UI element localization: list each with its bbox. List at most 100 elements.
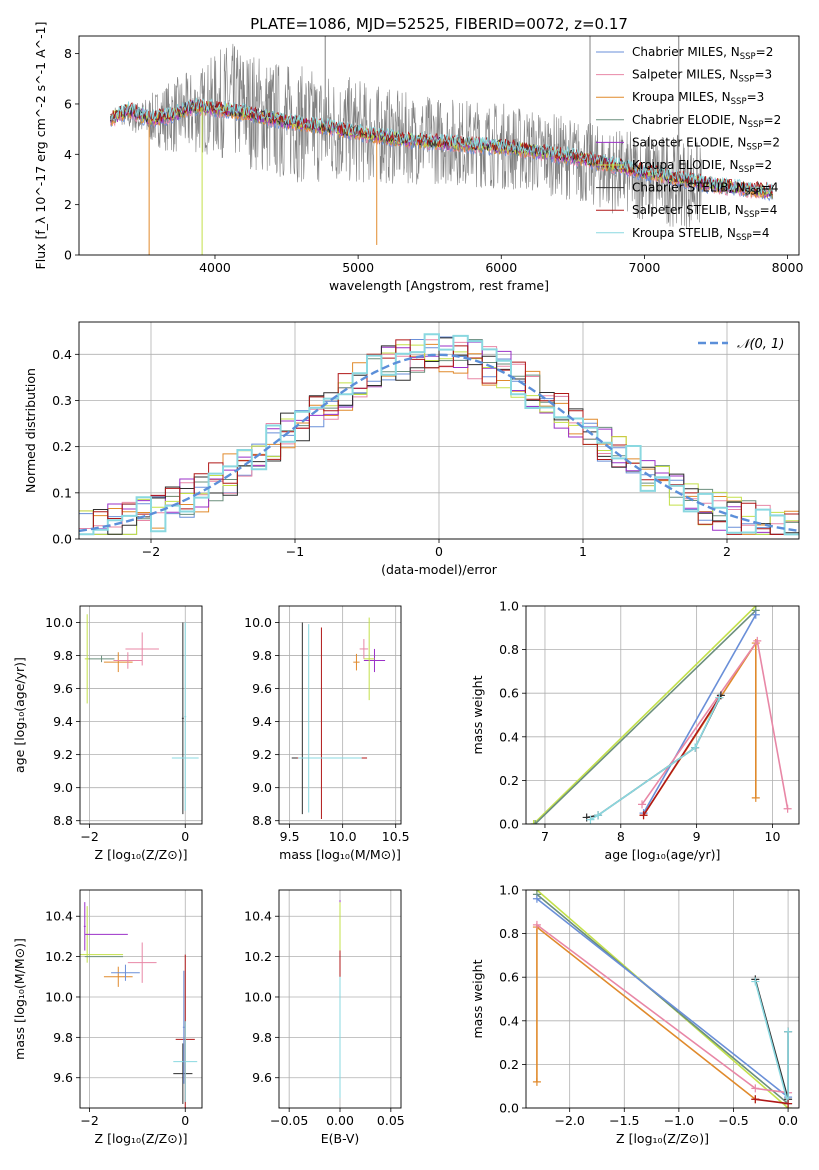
x-tick-label: 8000 [772, 260, 804, 275]
panel-weight_vs_age: 7 8 9 10 0.0 0.2 0.4 0.6 0.8 1.0 age [log₁₀(age/yr… [470, 599, 800, 862]
x-axis-label: Z [log₁₀(Z/Z⊙)] [95, 847, 188, 862]
legend-base: Kroupa ELODIE, N [632, 158, 739, 172]
weight-marker [529, 820, 538, 824]
histogram-salp_stelib [79, 339, 799, 535]
x-tick-label: 10 [765, 829, 781, 844]
legend-label-chab_miles: Chabrier MILES, NSSP=2 [632, 45, 773, 62]
y-tick-label: 0.4 [499, 729, 519, 744]
y-tick-label: 8.8 [53, 813, 73, 828]
legend-sub: SSP [748, 120, 764, 130]
x-axis-label: E(B-V) [321, 1131, 360, 1146]
y-tick-label: 0 [64, 248, 72, 263]
x-tick-label: 0 [181, 1113, 189, 1128]
panel-mass_vs_ebv: −0.05 0.00 0.05 9.6 9.8 10.0 10.2 10.4 E(B-V) [244, 889, 405, 1146]
panel-spectrum: 4000 5000 6000 7000 8000 0 2 4 6 8 wavelength [Ang… [33, 15, 804, 293]
x-tick-label: 6000 [485, 260, 517, 275]
x-axis-label: (data-model)/error [381, 562, 498, 577]
legend-sub: SSP [739, 75, 755, 85]
legend-base: Chabrier MILES, N [632, 45, 740, 59]
weight-marker [784, 1027, 793, 1036]
legend-base: Chabrier ELODIE, N [632, 113, 748, 127]
weight-line-chab_elodie [536, 893, 789, 1105]
panel-mass_vs_z: −2 0 9.6 9.8 10.0 10.2 10.4 Z [log₁₀(Z/Z⊙)] mass… [12, 889, 203, 1146]
x-tick-label: 0 [435, 544, 443, 559]
legend-label-krou_elodie: Kroupa ELODIE, NSSP=2 [632, 158, 772, 175]
y-tick-label: 9.6 [252, 681, 272, 696]
weight-line-krou_stelib [754, 981, 789, 1104]
y-tick-label: 0.0 [52, 532, 72, 547]
axes-frame [525, 889, 800, 1109]
legend-label-chab_elodie: Chabrier ELODIE, NSSP=2 [632, 113, 781, 130]
legend-label-normal: 𝒩(0, 1) [737, 337, 784, 352]
weight-marker [715, 693, 724, 702]
y-tick-label: 9.8 [53, 648, 73, 663]
plot-area-residuals [79, 333, 799, 536]
x-tick-label: −0.05 [270, 1113, 308, 1128]
weight-marker [532, 920, 541, 929]
legend-tail: =2 [762, 135, 780, 149]
y-tick-label: 0.6 [499, 970, 519, 985]
x-tick-label: −2 [80, 829, 98, 844]
weight-marker [586, 815, 595, 824]
weight-marker [639, 811, 648, 820]
x-tick-label: −1 [286, 544, 304, 559]
chart-title: PLATE=1086, MJD=52525, FIBERID=0072, z=0… [250, 15, 628, 33]
y-tick-label: 0.0 [499, 1101, 519, 1116]
y-tick-label: 0.4 [52, 347, 72, 362]
y-axis-label: age [log₁₀(age/yr)] [12, 657, 27, 773]
weight-marker [753, 636, 762, 645]
x-axis-label: mass [log₁₀(M/M⊙)] [279, 847, 401, 862]
plot-area-mass_vs_z [80, 902, 198, 1108]
plot-area-age_vs_mass [291, 617, 386, 820]
legend-base: Kroupa STELIB, N [632, 226, 736, 240]
histogram-krou_stelib [79, 333, 799, 536]
weight-marker [532, 894, 541, 903]
plot-area-weight_vs_age [529, 606, 792, 824]
legend-sub: SSP [745, 188, 761, 198]
y-tick-label: 9.2 [252, 747, 272, 762]
x-tick-label: −2.0 [555, 1113, 585, 1128]
weight-line-krou_elodie [533, 606, 757, 824]
x-tick-label: 9 [693, 829, 701, 844]
legend-tail: =4 [761, 181, 779, 195]
y-axis-label: mass [log₁₀(M/M⊙)] [12, 938, 27, 1060]
legend-base: Kroupa MILES, N [632, 90, 731, 104]
y-tick-label: 4 [64, 147, 72, 162]
y-tick-label: 1.0 [499, 599, 519, 614]
y-tick-label: 0.8 [499, 642, 519, 657]
weight-marker [751, 1084, 760, 1093]
weight-line-krou_stelib [590, 697, 721, 821]
x-tick-label: 10.5 [382, 829, 410, 844]
y-axis-label: Normed distribution [23, 368, 38, 493]
x-tick-label: 0.0 [778, 1113, 798, 1128]
y-tick-label: 1.0 [499, 883, 519, 898]
y-tick-label: 0.0 [499, 817, 519, 832]
y-axis-label: mass weight [470, 959, 485, 1038]
weight-marker [594, 811, 603, 820]
x-tick-label: 0 [181, 829, 189, 844]
y-tick-label: 10.4 [244, 909, 272, 924]
y-tick-label: 2 [64, 197, 72, 212]
panel-residuals: −2 −1 0 1 2 0.0 0.1 0.2 0.3 0.4 (data-model)/error… [23, 321, 800, 577]
legend-sub: SSP [739, 165, 755, 175]
legend-tail: =2 [756, 45, 774, 59]
x-axis-label: Z [log₁₀(Z/Z⊙)] [616, 1131, 709, 1146]
weight-marker [751, 977, 760, 986]
axes-frame [278, 605, 402, 825]
y-tick-label: 10.0 [45, 989, 73, 1004]
plot-area-age_vs_z [84, 614, 199, 815]
legend-base: Salpeter ELODIE, N [632, 135, 746, 149]
x-tick-label: −2 [80, 1113, 98, 1128]
x-tick-label: 0.05 [377, 1113, 405, 1128]
y-tick-label: 0.6 [499, 686, 519, 701]
y-tick-label: 10.0 [45, 615, 73, 630]
x-tick-label: 5000 [342, 260, 374, 275]
axes-frame [79, 889, 203, 1109]
legend-base: Salpeter STELIB, N [632, 203, 744, 217]
legend-tail: =3 [754, 68, 772, 82]
plot-area-spectrum [110, 36, 774, 255]
weight-line-salp_stelib [755, 1098, 789, 1105]
x-tick-label: −1.0 [664, 1113, 694, 1128]
legend-sub: SSP [736, 233, 752, 243]
